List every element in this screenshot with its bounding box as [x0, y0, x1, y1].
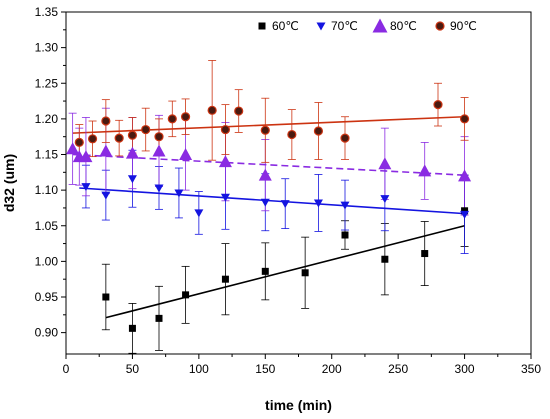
axes: 0 50 100 150 200 250 300 350 0.90 0.95 1.00 1.05 1.1…	[35, 5, 542, 376]
data-point-series-4	[101, 116, 111, 126]
x-tick-label: 300	[455, 362, 475, 376]
data-point-series-3	[179, 148, 193, 160]
data-point-series-3	[378, 157, 392, 170]
x-tick-label: 0	[63, 362, 70, 376]
data-point-series-4	[313, 126, 324, 136]
data-point-series-4	[87, 134, 98, 144]
y-tick-label: 1.25	[35, 76, 59, 90]
legend: 60℃ 70℃ 80℃ 90℃	[258, 18, 477, 33]
data-point-series-2	[127, 175, 137, 184]
y-tick-label: 1.30	[35, 41, 59, 55]
data-point-series-1	[301, 269, 309, 277]
fit-line-series-2	[79, 187, 465, 215]
data-point-series-1	[128, 324, 136, 332]
data-point-series-1	[221, 275, 229, 283]
legend-item: 90℃	[435, 19, 477, 33]
data-point-series-2	[220, 193, 230, 202]
x-tick-label: 200	[322, 362, 342, 376]
data-point-series-3	[125, 146, 139, 159]
plot-background	[66, 12, 531, 354]
x-axis-title: time (min)	[265, 397, 332, 413]
data-point-series-2	[340, 201, 350, 210]
data-point-series-2	[174, 189, 184, 198]
legend-label: 60℃	[272, 19, 299, 33]
data-point-series-4	[260, 125, 270, 135]
x-tick-label: 250	[388, 362, 408, 376]
data-point-series-1	[341, 231, 349, 239]
legend-marker	[258, 22, 266, 30]
data-point-series-3	[458, 169, 472, 182]
data-point-series-4	[287, 129, 297, 140]
legend-label: 70℃	[331, 19, 358, 33]
data-point-series-2	[260, 198, 270, 207]
data-point-series-4	[207, 105, 217, 115]
y-tick-label: 0.90	[35, 326, 59, 340]
data-point-series-1	[421, 250, 429, 258]
legend-item: 80℃	[372, 18, 417, 33]
fit-line-series-4	[72, 115, 465, 134]
legend-label: 90℃	[450, 19, 477, 33]
data-point-series-3	[79, 150, 93, 163]
data-point-series-1	[461, 207, 469, 215]
legend-item: 60℃	[258, 19, 299, 33]
data-point-series-1	[261, 267, 269, 275]
x-tick-label: 350	[521, 362, 541, 376]
data-point-series-3	[258, 168, 272, 181]
data-point-series-2	[194, 209, 204, 218]
y-tick-label: 1.00	[35, 254, 59, 268]
data-point-series-2	[154, 184, 164, 193]
data-point-series-4	[340, 133, 350, 143]
data-point-series-3	[218, 155, 232, 168]
fit-lines	[72, 115, 465, 319]
legend-marker	[372, 18, 388, 33]
data-point-series-2	[101, 191, 111, 200]
data-point-series-4	[167, 114, 177, 124]
legend-marker	[316, 22, 326, 31]
data-points	[66, 100, 472, 332]
legend-item: 70℃	[316, 19, 358, 33]
data-point-series-4	[141, 124, 151, 135]
y-tick-label: 1.05	[35, 219, 59, 233]
data-point-series-4	[459, 114, 470, 124]
data-point-series-2	[81, 183, 91, 192]
x-tick-label: 150	[255, 362, 275, 376]
data-point-series-1	[182, 291, 190, 299]
x-tick-label: 50	[126, 362, 140, 376]
data-point-series-4	[74, 137, 84, 147]
data-point-series-2	[460, 210, 470, 219]
data-point-series-4	[180, 112, 191, 122]
data-point-series-4	[220, 124, 231, 135]
data-point-series-2	[380, 195, 390, 204]
y-axis-title: d32 (um)	[1, 154, 17, 212]
y-tick-label: 1.10	[35, 183, 59, 197]
y-tick-label: 1.35	[35, 5, 59, 19]
data-point-series-1	[381, 255, 389, 263]
data-point-series-3	[418, 164, 432, 177]
data-point-series-3	[66, 142, 80, 155]
data-point-series-4	[154, 132, 164, 142]
legend-label: 80℃	[390, 19, 417, 33]
y-tick-label: 1.20	[35, 112, 59, 126]
y-tick-label: 0.95	[35, 290, 59, 304]
data-point-series-2	[313, 199, 323, 208]
data-point-series-2	[280, 200, 290, 209]
x-tick-label: 100	[189, 362, 209, 376]
y-tick-label: 1.15	[35, 148, 59, 162]
data-point-series-3	[99, 144, 113, 157]
data-point-series-4	[114, 133, 124, 143]
legend-marker	[435, 21, 445, 31]
data-point-series-4	[433, 100, 443, 110]
data-point-series-4	[234, 106, 244, 116]
data-point-series-3	[152, 144, 166, 157]
data-point-series-1	[102, 293, 110, 301]
data-point-series-1	[155, 314, 163, 322]
data-point-series-4	[127, 130, 138, 140]
fit-line-series-1	[105, 224, 465, 319]
